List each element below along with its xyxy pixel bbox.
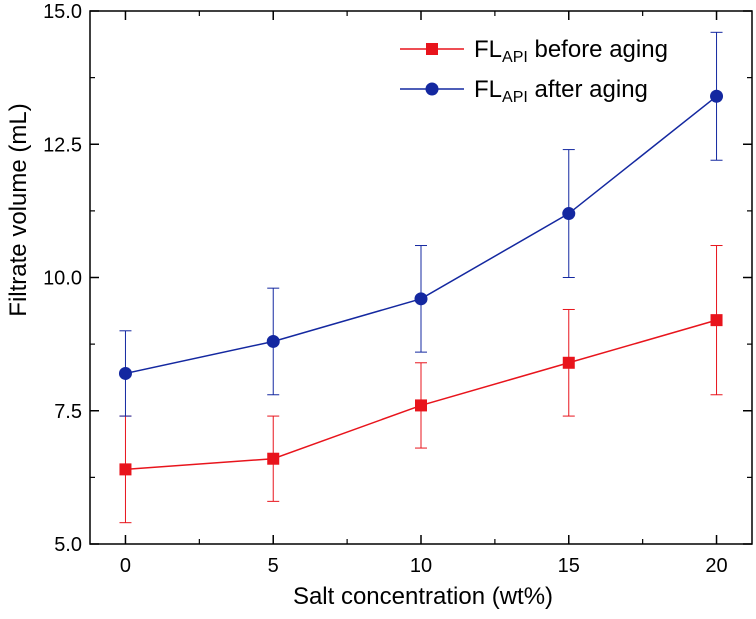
data-point [710,89,724,103]
legend-label-rest: after aging [528,76,648,103]
y-tick-label: 7.5 [54,401,82,423]
legend-label-rest: before aging [528,36,668,63]
data-point [710,314,723,327]
legend-label-subscript: API [502,89,528,106]
y-tick-label: 10.0 [43,268,82,290]
data-point [414,292,428,306]
legend-label: FLAPI after aging [474,76,648,106]
legend-item: FLAPI after aging [400,76,648,106]
data-point [118,366,132,380]
data-point [267,452,280,465]
legend-label-main: FL [474,36,502,63]
x-axis-title: Salt concentration (wt%) [293,583,553,610]
data-point [562,356,575,369]
data-point [415,399,427,412]
legend-label-subscript: API [502,49,528,66]
data-point [266,334,280,348]
x-tick-label: 20 [705,555,727,577]
data-point [119,463,132,476]
series-after-aging [118,31,724,417]
series-before-aging [119,245,723,524]
y-axis-title: Filtrate volume (mL) [5,103,32,316]
x-tick-label: 10 [410,555,432,577]
y-tick-label: 12.5 [43,134,82,156]
axis-ticks: 5.0 7.5 10.0 12.5 15.0 0 5 10 15 20 [43,1,752,577]
y-tick-label: 5.0 [54,534,82,556]
legend-label: FLAPI before aging [474,36,668,66]
series-layer [118,31,724,524]
legend-marker [426,43,438,55]
legend-label-main: FL [474,76,502,103]
y-tick-label: 15.0 [43,1,82,23]
x-tick-label: 0 [120,555,131,577]
data-point [562,207,576,221]
legend-item: FLAPI before aging [400,36,668,66]
x-tick-label: 15 [558,555,580,577]
x-tick-label: 5 [268,555,279,577]
legend-marker [425,82,439,96]
